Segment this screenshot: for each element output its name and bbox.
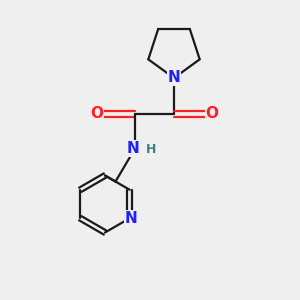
- Text: O: O: [90, 106, 104, 122]
- Text: N: N: [126, 141, 139, 156]
- Text: O: O: [206, 106, 219, 122]
- Text: H: H: [146, 143, 156, 157]
- Text: N: N: [125, 211, 138, 226]
- Text: N: N: [168, 70, 180, 86]
